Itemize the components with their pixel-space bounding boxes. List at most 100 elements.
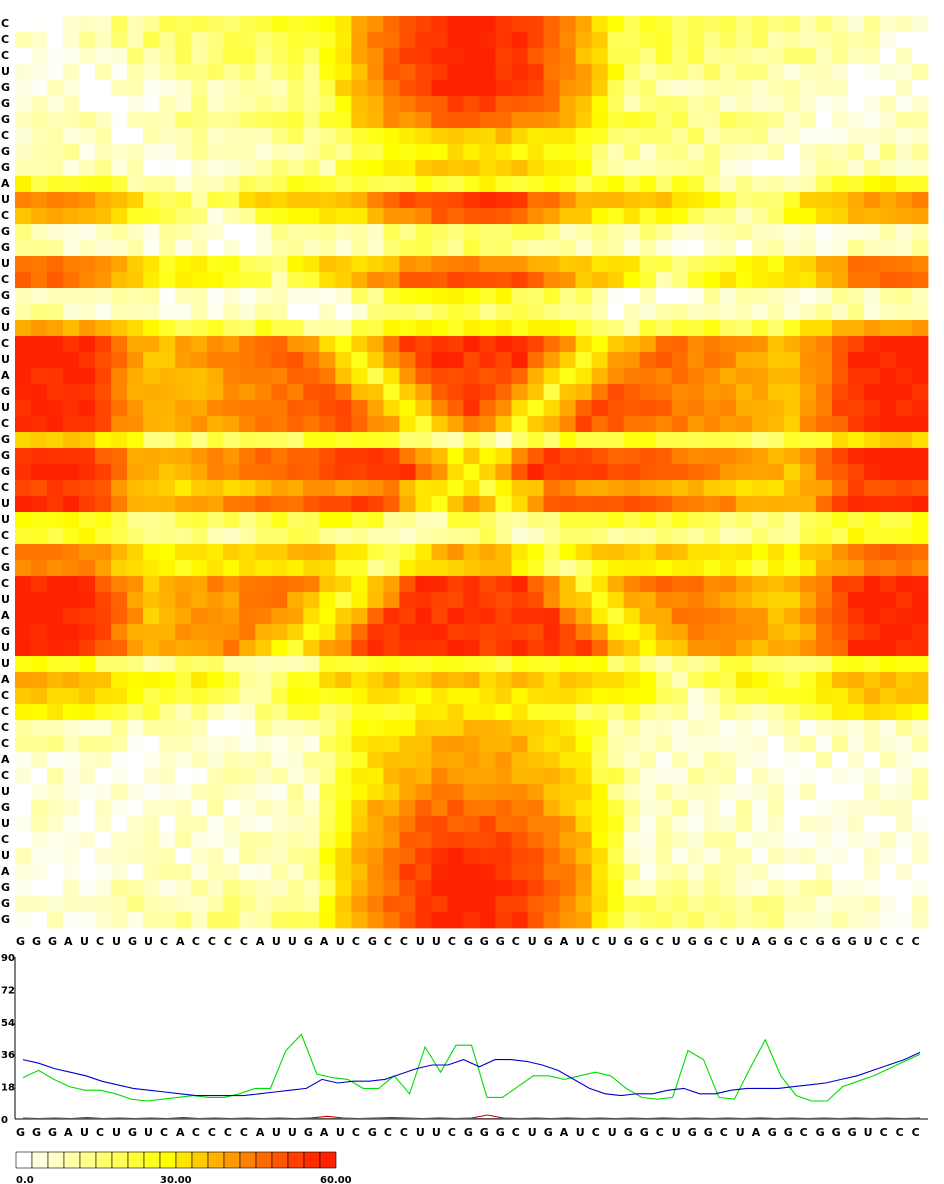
heatmap-cell	[495, 656, 512, 673]
heatmap-cell	[143, 768, 160, 785]
heatmap-cell	[399, 112, 416, 129]
heatmap-cell	[351, 464, 368, 481]
heatmap-cell	[143, 96, 160, 113]
heatmap-cell	[255, 800, 272, 817]
heatmap-cell	[831, 784, 849, 801]
heatmap-cell	[287, 464, 304, 481]
heatmap-cell	[735, 448, 753, 465]
heatmap-cell	[479, 784, 496, 801]
heatmap-cell	[511, 384, 528, 401]
heatmap-cell	[703, 688, 721, 705]
heatmap-cell	[815, 896, 833, 913]
heatmap-cell	[783, 448, 801, 465]
heatmap-cell	[831, 512, 849, 529]
heatmap-cell	[623, 16, 641, 33]
heatmap-cell	[655, 784, 673, 801]
heatmap-cell	[831, 720, 849, 737]
heatmap-cell	[95, 480, 112, 497]
heatmap-cell	[287, 416, 304, 433]
heatmap-cell	[527, 224, 544, 241]
heatmap-cell	[655, 896, 673, 913]
heatmap-cell	[127, 256, 144, 273]
heatmap-cell	[335, 160, 352, 177]
heatmap-cell	[31, 176, 48, 193]
heatmap-cell	[15, 48, 32, 65]
column-label: G	[784, 935, 793, 948]
heatmap-cell	[143, 80, 160, 97]
heatmap-cell	[383, 112, 400, 129]
heatmap-cell	[895, 672, 913, 689]
heatmap-cell	[143, 288, 160, 305]
heatmap-cell	[543, 512, 560, 529]
heatmap-cell	[751, 832, 769, 849]
heatmap-cell	[735, 560, 753, 577]
heatmap-cell	[639, 432, 657, 449]
column-label: C	[208, 1126, 216, 1139]
heatmap-cell	[815, 784, 833, 801]
heatmap-cell	[127, 368, 144, 385]
heatmap-cell	[847, 800, 865, 817]
column-label: C	[224, 935, 232, 948]
heatmap-cell	[895, 848, 913, 865]
row-label: U	[1, 513, 10, 526]
column-label: U	[272, 935, 281, 948]
heatmap-cell	[575, 400, 593, 417]
heatmap-cell	[911, 704, 929, 721]
heatmap-cell	[831, 144, 849, 161]
row-label: G	[1, 449, 10, 462]
heatmap-cell	[47, 48, 64, 65]
heatmap-cell	[175, 320, 192, 337]
heatmap-cell	[63, 416, 80, 433]
heatmap-cell	[815, 144, 833, 161]
heatmap-cell	[463, 272, 480, 289]
heatmap-cell	[463, 416, 480, 433]
heatmap-cell	[879, 816, 897, 833]
heatmap-cell	[783, 384, 801, 401]
heatmap-cell	[447, 528, 464, 545]
heatmap-cell	[255, 400, 272, 417]
heatmap-cell	[767, 96, 785, 113]
heatmap-cell	[367, 544, 384, 561]
heatmap-cell	[463, 400, 480, 417]
heatmap-cell	[479, 496, 496, 513]
heatmap-cell	[735, 752, 753, 769]
row-label: A	[1, 673, 10, 686]
heatmap-cell	[47, 432, 64, 449]
heatmap-cell	[527, 96, 544, 113]
heatmap-cell	[335, 560, 352, 577]
heatmap-cell	[207, 768, 224, 785]
heatmap-cell	[671, 768, 689, 785]
heatmap-cell	[591, 624, 609, 641]
heatmap-cell	[607, 464, 625, 481]
heatmap-cell	[703, 416, 721, 433]
heatmap-cell	[783, 816, 801, 833]
heatmap-cell	[863, 144, 881, 161]
heatmap-cell	[143, 416, 160, 433]
heatmap-cell	[111, 672, 128, 689]
heatmap-cell	[879, 752, 897, 769]
heatmap-cell	[463, 256, 480, 273]
column-label: C	[880, 935, 888, 948]
heatmap-cell	[447, 640, 464, 657]
heatmap-cell	[479, 288, 496, 305]
heatmap-cell	[639, 800, 657, 817]
heatmap-cell	[559, 368, 577, 385]
heatmap-cell	[639, 352, 657, 369]
heatmap-cell	[751, 464, 769, 481]
heatmap-cell	[671, 688, 689, 705]
heatmap-cell	[895, 144, 913, 161]
heatmap-cell	[687, 704, 705, 721]
heatmap-cell	[159, 592, 176, 609]
heatmap-cell	[463, 320, 480, 337]
heatmap-cell	[623, 240, 641, 257]
heatmap-cell	[687, 112, 705, 129]
heatmap-cell	[463, 48, 480, 65]
heatmap-cell	[191, 432, 208, 449]
heatmap-cell	[719, 528, 737, 545]
y-tick-label: 90	[1, 953, 15, 964]
heatmap-cell	[767, 656, 785, 673]
heatmap-cell	[239, 240, 256, 257]
heatmap-cell	[863, 384, 881, 401]
heatmap-cell	[15, 272, 32, 289]
heatmap-cell	[543, 128, 560, 145]
